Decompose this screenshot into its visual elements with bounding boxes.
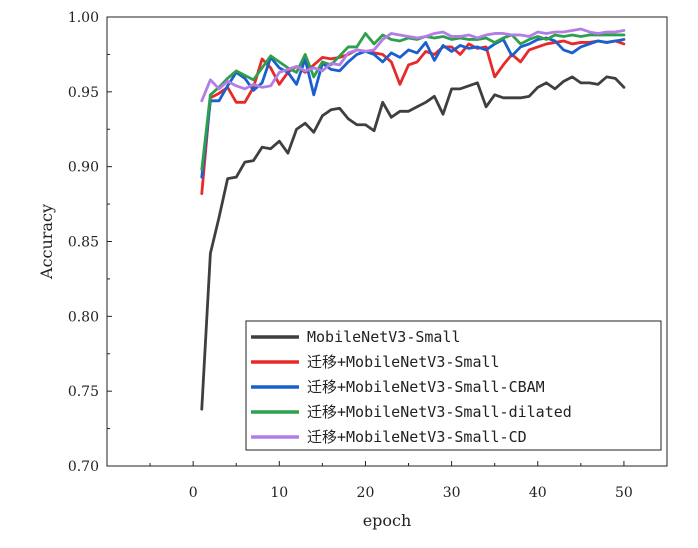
legend-label: 迁移+MobileNetV3-Small-dilated (307, 403, 572, 421)
y-tick-label: 0.85 (68, 235, 99, 251)
series-line-4 (200, 32, 626, 172)
series-layer (200, 27, 626, 411)
x-tick-label: 30 (443, 485, 461, 501)
series-line-1 (200, 75, 626, 411)
y-tick-label: 0.70 (68, 459, 99, 475)
y-tick-label: 0.90 (68, 160, 99, 176)
y-tick-label: 0.80 (68, 309, 99, 325)
legend-label: 迁移+MobileNetV3-Small-CBAM (307, 378, 545, 396)
legend-box (245, 320, 662, 451)
y-axis-label: Accuracy (37, 204, 56, 280)
x-tick-label: 50 (615, 485, 633, 501)
x-axis-label: epoch (363, 511, 412, 530)
x-tick-label: 40 (529, 485, 547, 501)
x-tick-label: 0 (189, 485, 198, 501)
y-tick-label: 1.00 (68, 10, 99, 26)
series-line-3 (200, 36, 626, 179)
legend-label: 迁移+MobileNetV3-Small-CD (307, 428, 527, 446)
y-tick-label: 0.75 (68, 384, 99, 400)
x-tick-label: 10 (270, 485, 288, 501)
legend-label: 迁移+MobileNetV3-Small (307, 353, 500, 371)
x-tick-label: 20 (357, 485, 375, 501)
series-line-5 (200, 27, 626, 103)
series-line-2 (200, 39, 626, 196)
legend-label: MobileNetV3-Small (307, 328, 461, 346)
y-axis: 0.70 0.75 0.80 0.85 0.90 0.95 1.00 (68, 10, 112, 475)
x-axis: 0 10 20 30 40 50 (149, 461, 668, 501)
y-tick-label: 0.95 (68, 85, 99, 101)
legend: MobileNetV3-Small 迁移+MobileNetV3-Small 迁移+… (245, 320, 662, 451)
